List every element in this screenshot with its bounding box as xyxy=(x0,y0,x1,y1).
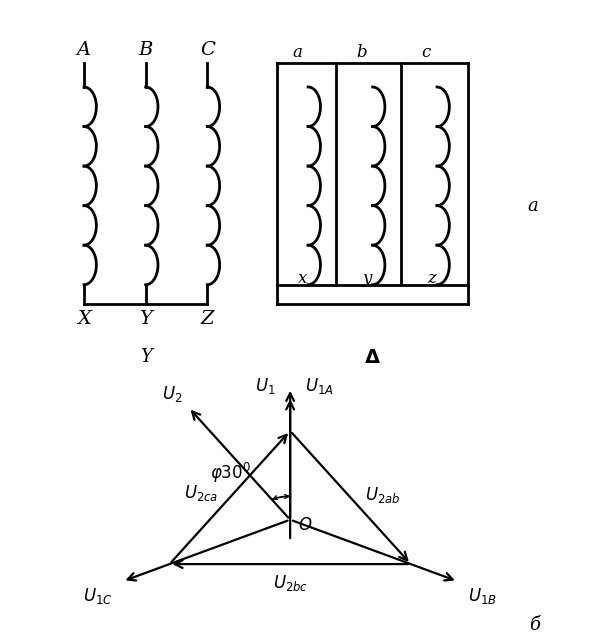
Text: b: b xyxy=(356,44,367,61)
Text: Y: Y xyxy=(139,311,152,329)
Text: $U_{1A}$: $U_{1A}$ xyxy=(305,376,334,396)
Text: c: c xyxy=(421,44,431,61)
Text: $U_1$: $U_1$ xyxy=(255,376,275,395)
Text: Z: Z xyxy=(200,311,214,329)
Text: $O$: $O$ xyxy=(298,516,312,534)
Text: y: y xyxy=(362,269,371,287)
Text: X: X xyxy=(77,311,91,329)
Text: z: z xyxy=(427,269,436,287)
Text: A: A xyxy=(77,41,91,59)
Text: Δ: Δ xyxy=(365,348,380,367)
Text: $U_{2ca}$: $U_{2ca}$ xyxy=(183,484,218,503)
Text: $\varphi 30^0$: $\varphi 30^0$ xyxy=(210,461,251,485)
Text: C: C xyxy=(200,41,215,59)
Text: x: x xyxy=(298,269,307,287)
Text: $U_{2ab}$: $U_{2ab}$ xyxy=(365,485,401,505)
Text: a: a xyxy=(292,44,302,61)
Text: $U_{1B}$: $U_{1B}$ xyxy=(468,586,496,606)
Text: Y: Y xyxy=(139,348,152,366)
Text: $U_{2bc}$: $U_{2bc}$ xyxy=(273,572,308,593)
Text: $U_{1C}$: $U_{1C}$ xyxy=(83,586,113,606)
Text: B: B xyxy=(138,41,153,59)
Text: a: a xyxy=(527,197,538,215)
Text: $U_2$: $U_2$ xyxy=(161,384,182,404)
Text: б: б xyxy=(529,617,540,635)
